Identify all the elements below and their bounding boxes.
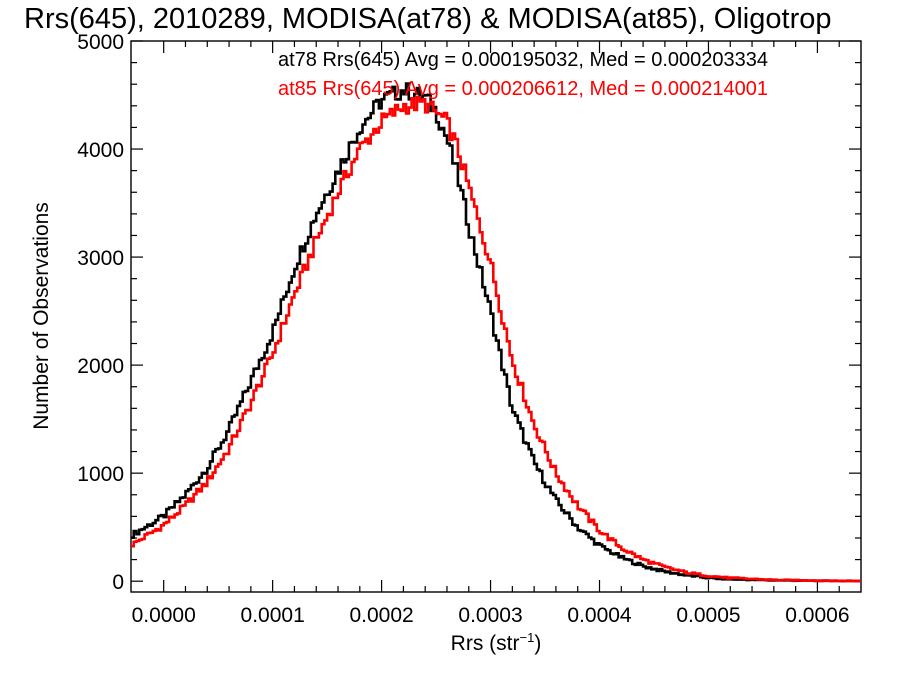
y-tick-label: 3000 xyxy=(77,247,124,270)
y-axis: 0 1000 2000 3000 4000 5000 xyxy=(77,31,861,594)
x-tick-label: 0.0003 xyxy=(458,604,522,627)
legend-entry-at78: at78 Rrs(645) Avg = 0.000195032, Med = 0… xyxy=(278,49,768,71)
legend-entry-at85: at85 Rrs(645) Avg = 0.000206612, Med = 0… xyxy=(278,78,768,100)
chart-title: Rrs(645), 2010289, MODISA(at78) & MODISA… xyxy=(24,3,831,35)
series-layer xyxy=(131,82,861,583)
plot-frame xyxy=(130,40,862,593)
x-axis-title: Rrs (str−1) xyxy=(451,630,542,655)
series-line-at78 xyxy=(131,82,861,583)
x-tick-label: 0.0002 xyxy=(349,604,413,627)
y-axis-title: Number of Observations xyxy=(30,202,53,430)
y-tick-label: 1000 xyxy=(77,463,124,486)
x-tick-label: 0.0001 xyxy=(241,604,305,627)
x-axis: 0.0000 0.0001 0.0002 0.0003 0.0004 0.0005 0.00… xyxy=(132,41,850,627)
x-tick-label: 0.0006 xyxy=(785,604,849,627)
y-tick-label: 2000 xyxy=(77,355,124,378)
x-axis-title-main: Rrs (str xyxy=(451,632,520,655)
x-axis-title-close: ) xyxy=(534,632,541,655)
y-tick-label: 4000 xyxy=(77,139,124,162)
y-tick-label: 0 xyxy=(112,571,124,594)
x-tick-label: 0.0000 xyxy=(132,604,196,627)
x-axis-title-superscript: −1 xyxy=(520,630,535,645)
x-tick-label: 0.0005 xyxy=(676,604,740,627)
y-tick-label: 5000 xyxy=(77,31,124,54)
x-tick-label: 0.0004 xyxy=(567,604,632,627)
series-line-at85 xyxy=(131,96,861,583)
